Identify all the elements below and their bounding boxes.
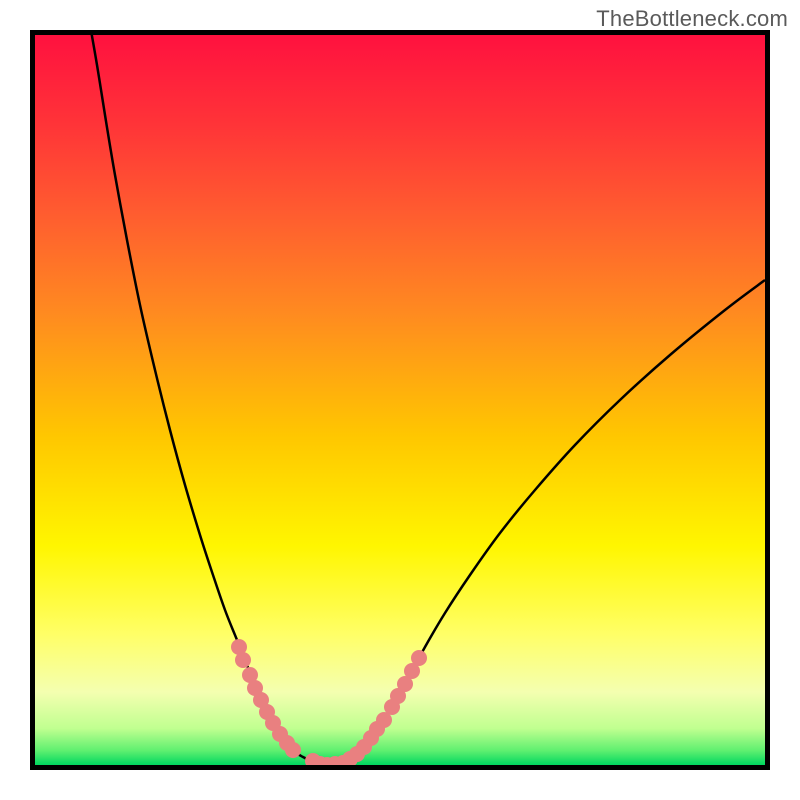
watermark-text: TheBottleneck.com xyxy=(596,6,788,32)
curve-marker xyxy=(285,742,301,758)
marker-group xyxy=(231,639,427,765)
plot-area xyxy=(30,30,770,770)
curve-marker xyxy=(235,652,251,668)
chart-svg xyxy=(35,35,765,765)
bottleneck-curve-line xyxy=(90,35,765,765)
curve-marker xyxy=(411,650,427,666)
